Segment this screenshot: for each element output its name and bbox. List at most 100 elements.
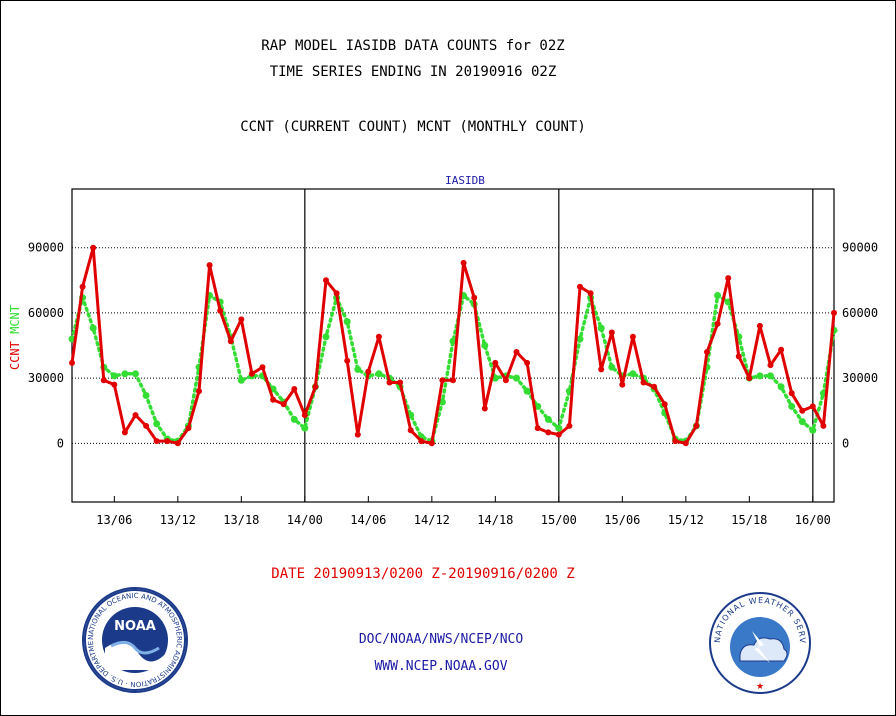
data-point-mcnt — [153, 420, 160, 427]
data-point-mcnt — [545, 416, 552, 423]
x-tick-label: 15/06 — [604, 513, 640, 527]
x-tick-label: 14/00 — [287, 513, 323, 527]
data-point-ccnt — [418, 438, 424, 444]
data-point-mcnt — [513, 375, 520, 382]
x-tick-label: 14/18 — [477, 513, 513, 527]
data-point-ccnt — [281, 401, 287, 407]
y-axis-label: CCNT MCNT — [8, 305, 22, 370]
x-tick-label: 13/12 — [160, 513, 196, 527]
data-point-ccnt — [207, 262, 213, 268]
y-tick-label-left: 0 — [57, 436, 64, 450]
data-point-ccnt — [185, 425, 191, 431]
svg-text:NOAA: NOAA — [114, 619, 156, 634]
data-point-ccnt — [609, 330, 615, 336]
data-point-ccnt — [408, 427, 414, 433]
data-point-ccnt — [323, 277, 329, 283]
data-point-mcnt — [756, 372, 763, 379]
data-point-ccnt — [810, 403, 816, 409]
data-point-ccnt — [662, 401, 668, 407]
data-point-ccnt — [471, 295, 477, 301]
plot-area: 0 0 30000 30000 60000 60000 90000 90000 13/06 13/… — [0, 0, 896, 540]
data-point-ccnt — [228, 338, 234, 344]
x-tick-label: 15/12 — [668, 513, 704, 527]
data-point-ccnt — [80, 284, 86, 290]
data-point-ccnt — [312, 384, 318, 390]
data-point-ccnt — [799, 408, 805, 414]
data-point-ccnt — [175, 440, 181, 446]
data-point-ccnt — [133, 412, 139, 418]
data-point-ccnt — [746, 375, 752, 381]
data-point-mcnt — [354, 366, 361, 373]
data-point-ccnt — [683, 440, 689, 446]
data-point-ccnt — [524, 360, 530, 366]
data-point-ccnt — [641, 380, 647, 386]
data-point-mcnt — [111, 372, 118, 379]
x-tick-label: 14/12 — [414, 513, 450, 527]
data-point-ccnt — [238, 316, 244, 322]
data-point-ccnt — [757, 323, 763, 329]
data-point-mcnt — [238, 377, 245, 384]
data-point-ccnt — [344, 358, 350, 364]
data-point-ccnt — [196, 388, 202, 394]
data-point-ccnt — [143, 423, 149, 429]
data-point-ccnt — [831, 310, 837, 316]
data-point-ccnt — [503, 377, 509, 383]
y-tick-label-left: 30000 — [28, 371, 64, 385]
data-point-mcnt — [778, 383, 785, 390]
data-point-ccnt — [736, 353, 742, 359]
data-point-mcnt — [767, 372, 774, 379]
data-point-mcnt — [714, 292, 721, 299]
data-point-ccnt — [90, 245, 96, 251]
data-point-ccnt — [429, 440, 435, 446]
data-point-ccnt — [217, 308, 223, 314]
date-range-label: DATE 20190913/0200 Z-20190916/0200 Z — [0, 566, 846, 582]
data-point-ccnt — [69, 360, 75, 366]
data-point-ccnt — [111, 382, 117, 388]
data-point-ccnt — [334, 290, 340, 296]
data-point-mcnt — [788, 403, 795, 410]
data-point-ccnt — [101, 377, 107, 383]
data-point-mcnt — [323, 333, 330, 340]
data-point-ccnt — [556, 432, 562, 438]
x-tick-label: 15/00 — [541, 513, 577, 527]
data-point-ccnt — [461, 260, 467, 266]
data-point-mcnt — [344, 318, 351, 325]
data-point-mcnt — [481, 342, 488, 349]
data-point-ccnt — [535, 425, 541, 431]
noaa-logo-icon: NATIONAL OCEANIC AND ATMOSPHERIC ADMINIS… — [81, 586, 189, 694]
data-point-ccnt — [577, 284, 583, 290]
data-point-ccnt — [376, 334, 382, 340]
data-point-mcnt — [799, 418, 806, 425]
data-point-mcnt — [555, 425, 562, 432]
y-tick-label-left: 90000 — [28, 241, 64, 255]
data-point-mcnt — [629, 370, 636, 377]
data-point-ccnt — [651, 384, 657, 390]
data-point-ccnt — [778, 347, 784, 353]
y-tick-label-right: 60000 — [842, 306, 878, 320]
data-point-ccnt — [270, 397, 276, 403]
data-point-mcnt — [121, 370, 128, 377]
data-point-ccnt — [619, 382, 625, 388]
data-point-ccnt — [355, 432, 361, 438]
x-tick-label: 13/18 — [223, 513, 259, 527]
data-point-mcnt — [608, 364, 615, 371]
data-point-ccnt — [260, 364, 266, 370]
data-point-ccnt — [291, 386, 297, 392]
data-point-ccnt — [365, 369, 371, 375]
data-point-mcnt — [809, 427, 816, 434]
data-point-ccnt — [397, 380, 403, 386]
data-point-ccnt — [588, 290, 594, 296]
data-point-ccnt — [704, 349, 710, 355]
data-point-ccnt — [482, 406, 488, 412]
data-point-ccnt — [566, 423, 572, 429]
data-point-mcnt — [132, 370, 139, 377]
x-tick-label: 16/00 — [795, 513, 831, 527]
data-point-ccnt — [820, 423, 826, 429]
data-point-ccnt — [122, 429, 128, 435]
x-tick-label: 14/06 — [350, 513, 386, 527]
y-tick-label-right: 30000 — [842, 371, 878, 385]
data-point-mcnt — [143, 392, 150, 399]
data-point-ccnt — [154, 438, 160, 444]
data-point-ccnt — [492, 360, 498, 366]
data-point-mcnt — [291, 416, 298, 423]
